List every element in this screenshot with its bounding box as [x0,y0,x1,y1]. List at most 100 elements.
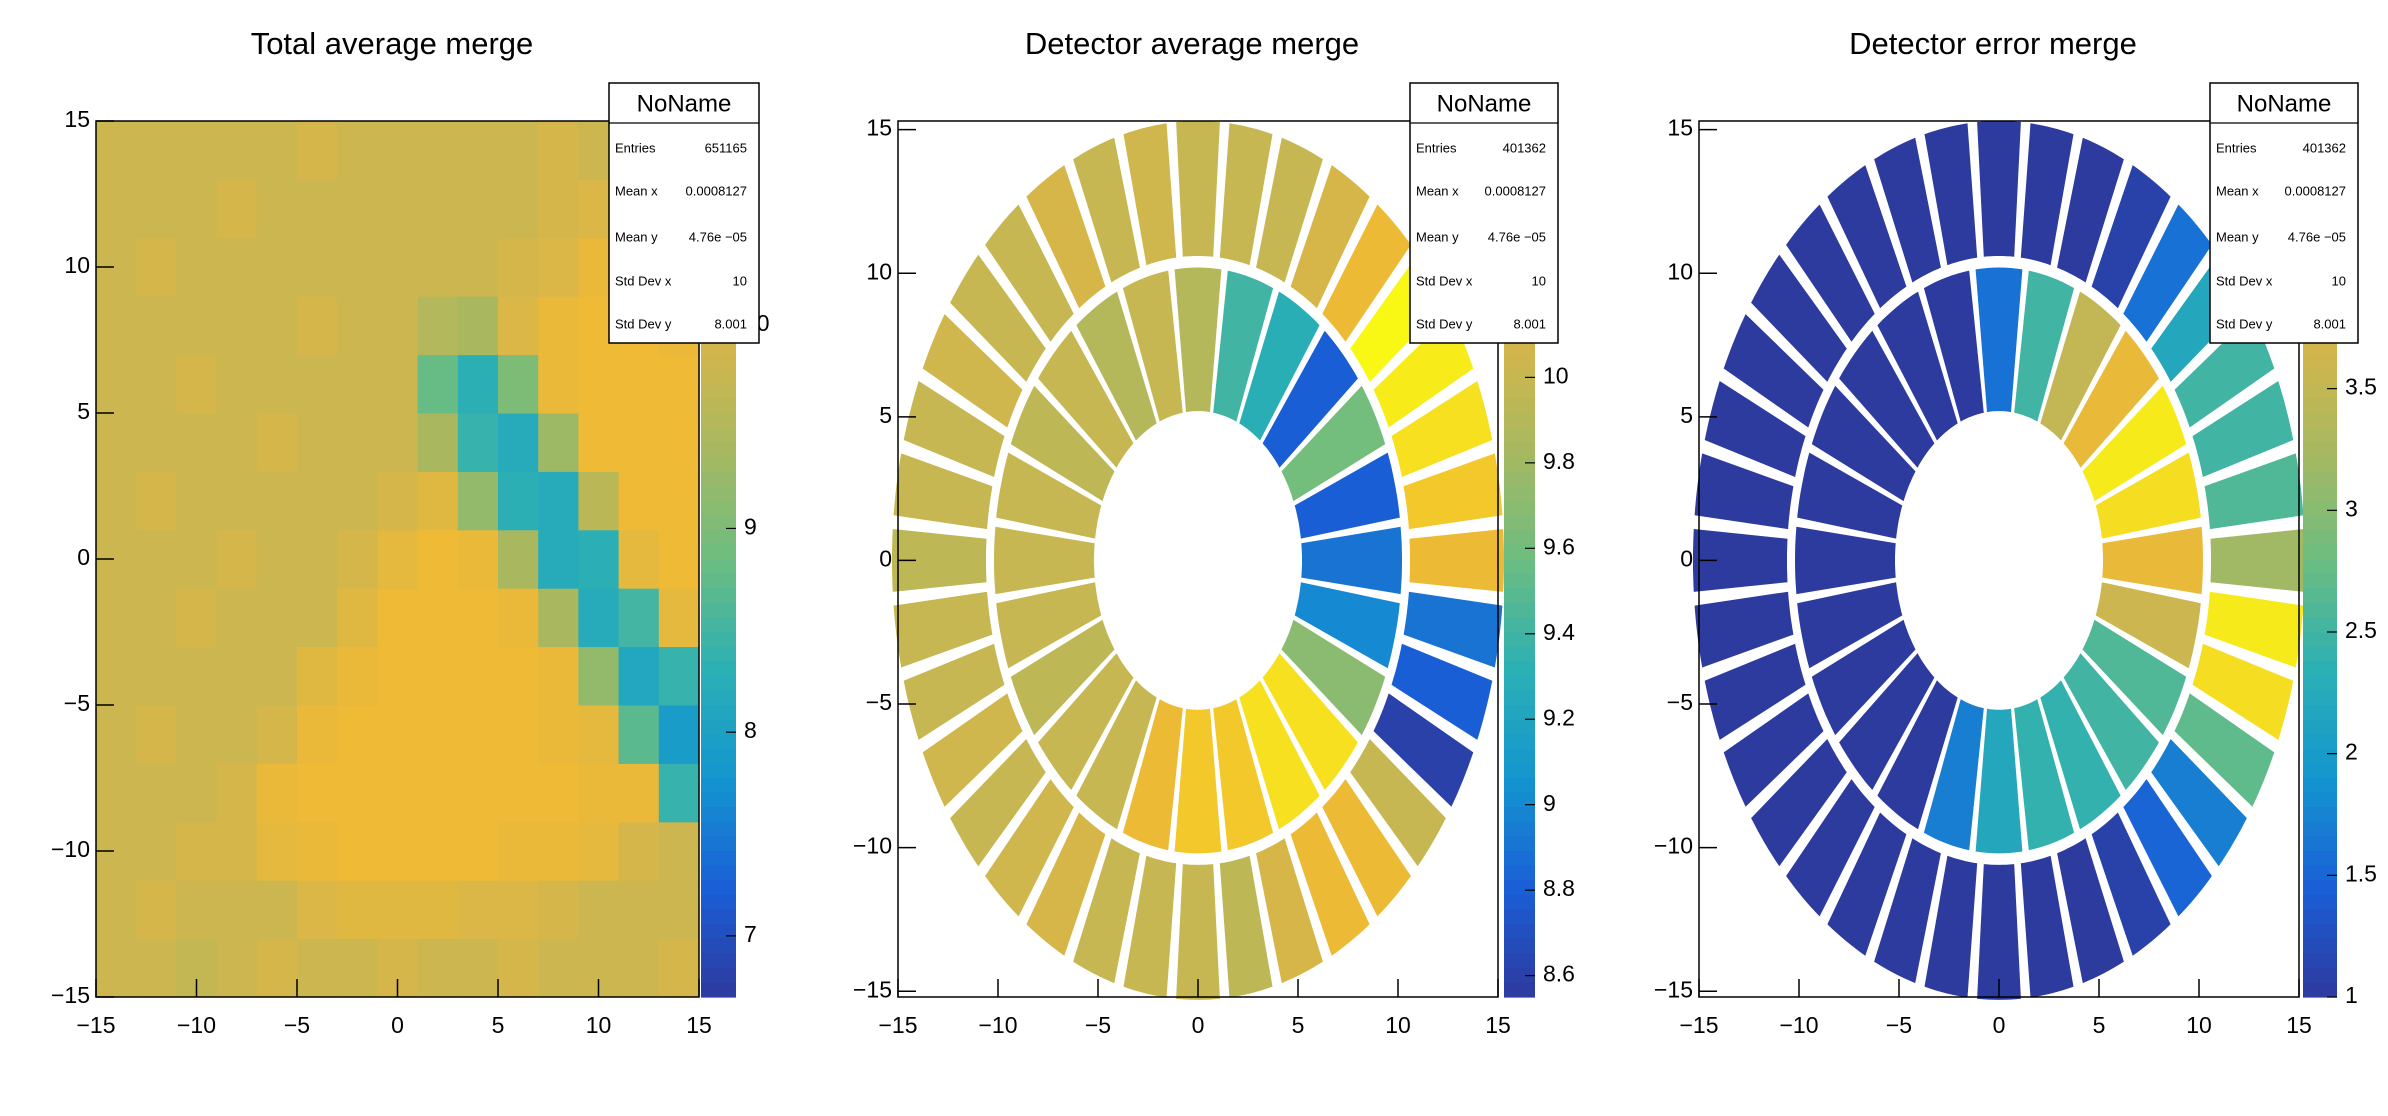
detector-segment [922,693,1023,807]
detector-segment [1751,739,1847,867]
heatmap-cell [417,938,459,998]
x-tick-label: −10 [978,1012,1017,1038]
colorbar-swatch [701,646,736,662]
colorbar-swatch [1504,909,1535,925]
heatmap-cell [417,821,459,881]
y-tick-label: 10 [866,258,892,284]
stats-label: Std Dev y [2216,316,2273,331]
heatmap-cell [96,413,137,472]
heatmap-cell [96,646,137,706]
colorbar-swatch [701,413,736,429]
colorbar-swatch [1504,836,1535,852]
heatmap-cell [297,296,338,356]
heatmap-cell [457,237,499,297]
heatmap-cell [538,938,579,998]
heatmap-cell [337,121,378,180]
heatmap-cell [457,296,499,356]
colorbar-swatch [1504,442,1535,458]
z-tick-label: 3.5 [2345,374,2377,400]
heatmap-cell [618,529,660,589]
stats-title: NoName [1437,90,1532,117]
x-tick-label: −5 [1886,1012,1912,1038]
detector-segment [2082,619,2187,736]
colorbar-swatch [701,354,736,370]
detector-segment [2192,381,2294,477]
detector-segment [1219,855,1273,998]
colorbar-swatch [1504,529,1535,545]
y-tick-label: −10 [853,833,892,859]
z-tick-label: 9.6 [1543,533,1575,559]
heatmap-cell [176,763,218,823]
stats-box [608,82,760,344]
heatmap-cell [136,179,177,239]
z-tick-label: 2.5 [2345,617,2377,643]
colorbar-swatch [2303,661,2337,677]
detector-segment [1923,699,1984,851]
heatmap-cell [658,646,700,706]
heatmap-cell [136,471,177,531]
heatmap-cell [618,354,660,414]
heatmap-cell [297,121,338,180]
detector-segment [1010,385,1115,502]
colorbar-swatch [2303,646,2337,662]
colorbar-swatch [701,559,736,575]
detector-segment [1219,123,1273,266]
detector-segment [1391,381,1493,477]
heatmap-cell [538,354,579,414]
detector-segment [1786,779,1875,917]
colorbar-swatch [1504,559,1535,575]
colorbar-swatch [2303,559,2337,575]
stats-label: Std Dev x [1416,273,1473,288]
stats-value: 10 [1532,273,1546,288]
heatmap-cell [216,763,258,823]
stats-value: 8.001 [714,316,747,331]
z-tick-label: 7 [744,921,757,947]
heatmap-cell [256,938,298,998]
heatmap-cell [337,296,378,356]
detector-segment [1391,643,1493,740]
colorbar-swatch [701,661,736,677]
stats-label: Std Dev x [615,273,672,288]
colorbar-swatch [2303,705,2337,721]
heatmap-cell [337,880,378,940]
detector-segment [893,591,993,668]
detector-segment [2095,452,2201,539]
detector-segment [2095,582,2201,669]
heatmap-cell [96,705,137,764]
heatmap-cell [337,763,378,823]
heatmap-cell [457,471,499,531]
panel: Detector error merge−15 −10 −5 0 5 10 15−15−10… [1654,26,2377,1038]
heatmap-cell [216,296,258,356]
heatmap-cell [377,705,419,764]
detector-segment [1811,619,1916,736]
detector-segment [2063,653,2159,790]
heatmap-cell [457,880,499,940]
detector-segment [950,254,1046,382]
heatmap-cell [498,296,539,356]
detector-segment [1694,591,1794,668]
heatmap-cell [377,763,419,823]
detector-segment [1827,812,1907,956]
colorbar-swatch [701,427,736,443]
colorbar-swatch [1504,851,1535,867]
heatmap-cell [658,880,700,940]
heatmap-cell [578,705,620,764]
heatmap-cell [417,354,459,414]
heatmap-cell [96,880,137,940]
detector-segment [1975,267,2023,413]
colorbar-swatch [1504,982,1535,998]
heatmap-cell [498,880,539,940]
colorbar-swatch [1504,398,1535,414]
colorbar-swatch [701,442,736,458]
stats-label: Mean y [2216,229,2259,244]
detector-segment [1290,165,1370,309]
heatmap-cell [658,938,700,998]
x-tick-label: −15 [878,1012,917,1038]
z-tick-label: 9.2 [1543,704,1575,730]
heatmap-cell [498,413,539,472]
detector-segment [1723,693,1824,807]
colorbar-swatch [1504,573,1535,589]
colorbar-swatch [2303,529,2337,545]
colorbar-swatch [1504,821,1535,837]
y-tick-label: −15 [1654,976,1693,1002]
